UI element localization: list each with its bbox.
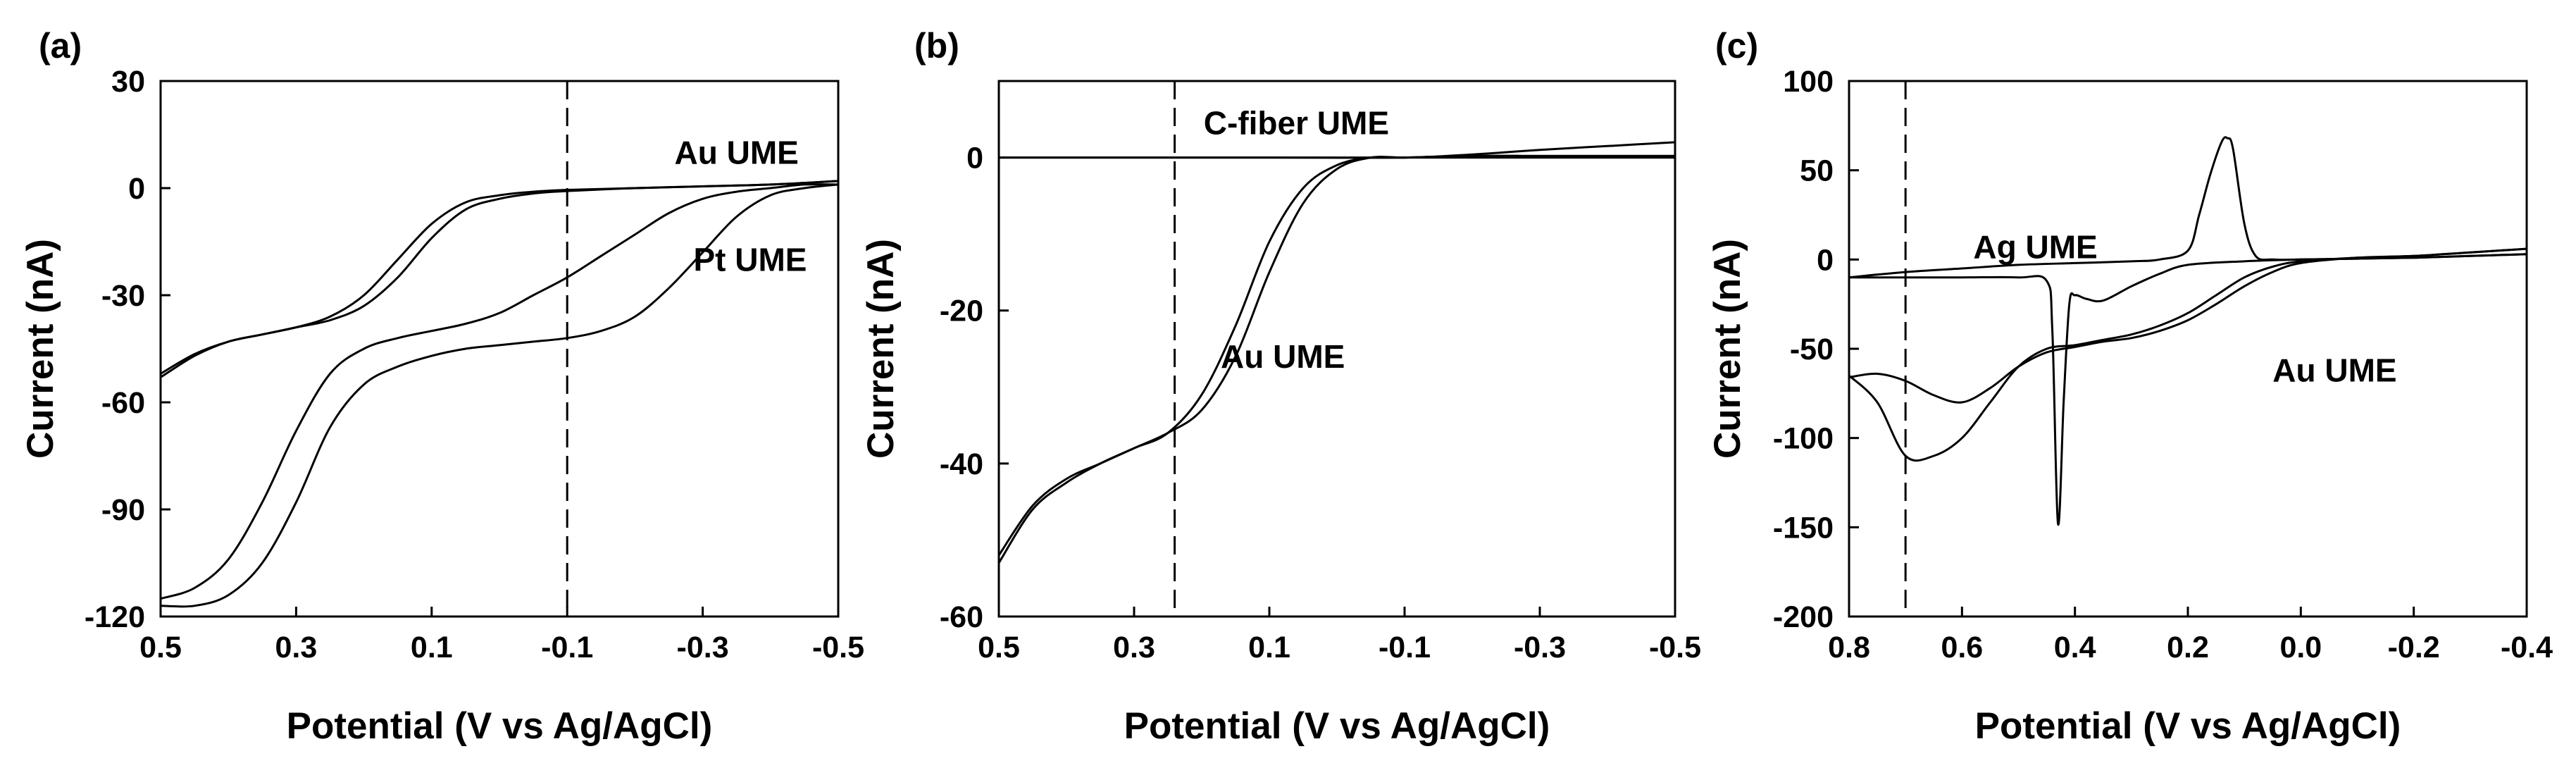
- panel-c-x-axis-title: Potential (V vs Ag/AgCl): [1975, 705, 2401, 747]
- panel-b-x-tick-label: 0.1: [1248, 631, 1290, 664]
- panel-c-plot-frame: [1848, 80, 2528, 618]
- panel-b-x-tick-label: -0.1: [1379, 631, 1431, 664]
- panel-b-annotation-c-fiber-ume: C-fiber UME: [1204, 105, 1389, 142]
- panel-c-y-axis-title: Current (nA): [1707, 239, 1748, 459]
- panel-b-x-tick-label: -0.5: [1649, 631, 1701, 664]
- panel-c-curves: [1848, 136, 2527, 526]
- panel-c-x-tick-label: 0.2: [2167, 631, 2209, 664]
- panel-c-y-tick-label: -150: [1773, 511, 1834, 545]
- panel-c-curve-ag-ume-forward: [1848, 253, 2527, 526]
- chart-panel-a: (a) 0.5 0.3 0.1 -0.1 -0.3 -0.5 -120 -90 -60 -30 0…: [20, 26, 864, 747]
- panel-c-y-tick-label: 50: [1800, 154, 1834, 188]
- panel-b-x-tick-label: -0.3: [1514, 631, 1566, 664]
- panel-c-label: (c): [1715, 26, 1758, 66]
- panel-c-annotation-ag-ume: Ag UME: [1973, 229, 2097, 266]
- panel-b-plot-frame: [997, 80, 1676, 618]
- panel-a-y-tick-label: 0: [128, 172, 145, 206]
- panel-b-y-tick-label: 0: [966, 142, 983, 175]
- panel-a-curve-au-ume-reverse: [160, 180, 839, 375]
- panel-a-label: (a): [39, 26, 82, 66]
- panel-c-x-tick-label: -0.2: [2388, 631, 2440, 664]
- panel-b-y-tick-label: -20: [940, 295, 983, 328]
- panel-a-x-ticks: 0.5 0.3 0.1 -0.1 -0.3 -0.5: [139, 607, 864, 664]
- panel-a-y-tick-label: -30: [101, 279, 145, 313]
- panel-a-plot-frame: [159, 80, 840, 618]
- panel-b-x-tick-label: 0.5: [978, 631, 1020, 664]
- panel-c-curve-au-ume-reverse: [1848, 247, 2527, 404]
- chart-panel-b: (b) 0.5 0.3 0.1 -0.1 -0.3 -0.5 -60 -40 -20 0 C-f…: [860, 26, 1701, 747]
- panel-a-x-tick-label: 0.3: [275, 631, 318, 664]
- panel-b-annotation-au-ume: Au UME: [1221, 338, 1345, 375]
- panel-b-label: (b): [914, 26, 959, 66]
- panel-a-annotation-au-ume: Au UME: [675, 134, 799, 171]
- panel-c-x-tick-label: 0.6: [1941, 631, 1983, 664]
- panel-c-y-tick-label: -200: [1773, 600, 1834, 634]
- panel-c-x-tick-label: -0.4: [2501, 631, 2553, 664]
- panel-b-x-ticks: 0.5 0.3 0.1 -0.1 -0.3 -0.5: [978, 607, 1701, 664]
- panel-c-x-tick-label: 0.0: [2279, 631, 2322, 664]
- panel-a-x-tick-label: -0.5: [812, 631, 864, 664]
- panel-c-annotation-au-ume: Au UME: [2272, 352, 2396, 388]
- panel-b-curves: [997, 141, 1676, 564]
- panel-c-x-tick-label: 0.4: [2054, 631, 2096, 664]
- panel-a-annotation-pt-ume: Pt UME: [693, 241, 807, 278]
- panel-a-y-tick-label: -60: [101, 386, 145, 420]
- panel-a-y-tick-label: 30: [111, 65, 145, 99]
- panel-c-y-tick-label: 0: [1817, 243, 1834, 277]
- panel-b-y-tick-label: -40: [940, 447, 983, 481]
- panel-a-x-tick-label: -0.1: [541, 631, 593, 664]
- panel-a-x-tick-label: 0.1: [411, 631, 453, 664]
- panel-a-y-axis-title: Current (nA): [20, 239, 61, 459]
- panel-a-x-tick-label: -0.3: [677, 631, 729, 664]
- chart-panel-c: (c) 0.8 0.6 0.4 0.2 0.0 -0.2 -0.4 -200 -150 -100…: [1707, 26, 2553, 747]
- panel-a-x-tick-label: 0.5: [139, 631, 182, 664]
- panel-a-x-axis-title: Potential (V vs Ag/AgCl): [287, 705, 713, 747]
- panel-b-x-tick-label: 0.3: [1113, 631, 1155, 664]
- panel-c-x-ticks: 0.8 0.6 0.4 0.2 0.0 -0.2 -0.4: [1828, 607, 2553, 664]
- panel-b-y-tick-label: -60: [940, 600, 983, 634]
- panel-b-y-axis-title: Current (nA): [860, 239, 902, 459]
- panel-a-y-tick-label: -90: [101, 493, 145, 527]
- panel-c-y-tick-label: 100: [1783, 65, 1834, 99]
- panel-a-curves: [160, 180, 839, 608]
- panel-c-y-ticks: -200 -150 -100 -50 0 50 100: [1773, 65, 1859, 634]
- panel-c-y-tick-label: -50: [1790, 333, 1834, 366]
- panel-a-y-ticks: -120 -90 -60 -30 0 30: [85, 65, 170, 634]
- panel-c-x-tick-label: 0.8: [1828, 631, 1870, 664]
- panel-b-x-axis-title: Potential (V vs Ag/AgCl): [1124, 705, 1550, 747]
- panel-a-curve-pt-ume-forward: [160, 183, 839, 608]
- panel-c-curve-au-ume-forward: [1848, 247, 2527, 462]
- panel-c-y-tick-label: -100: [1773, 422, 1834, 456]
- panel-a-curve-au-ume-forward: [160, 180, 839, 378]
- panel-b-curve-au-ume-reverse: [997, 154, 1675, 556]
- panel-a-y-tick-label: -120: [85, 600, 145, 634]
- panel-a-curve-pt-ume-reverse: [160, 183, 839, 600]
